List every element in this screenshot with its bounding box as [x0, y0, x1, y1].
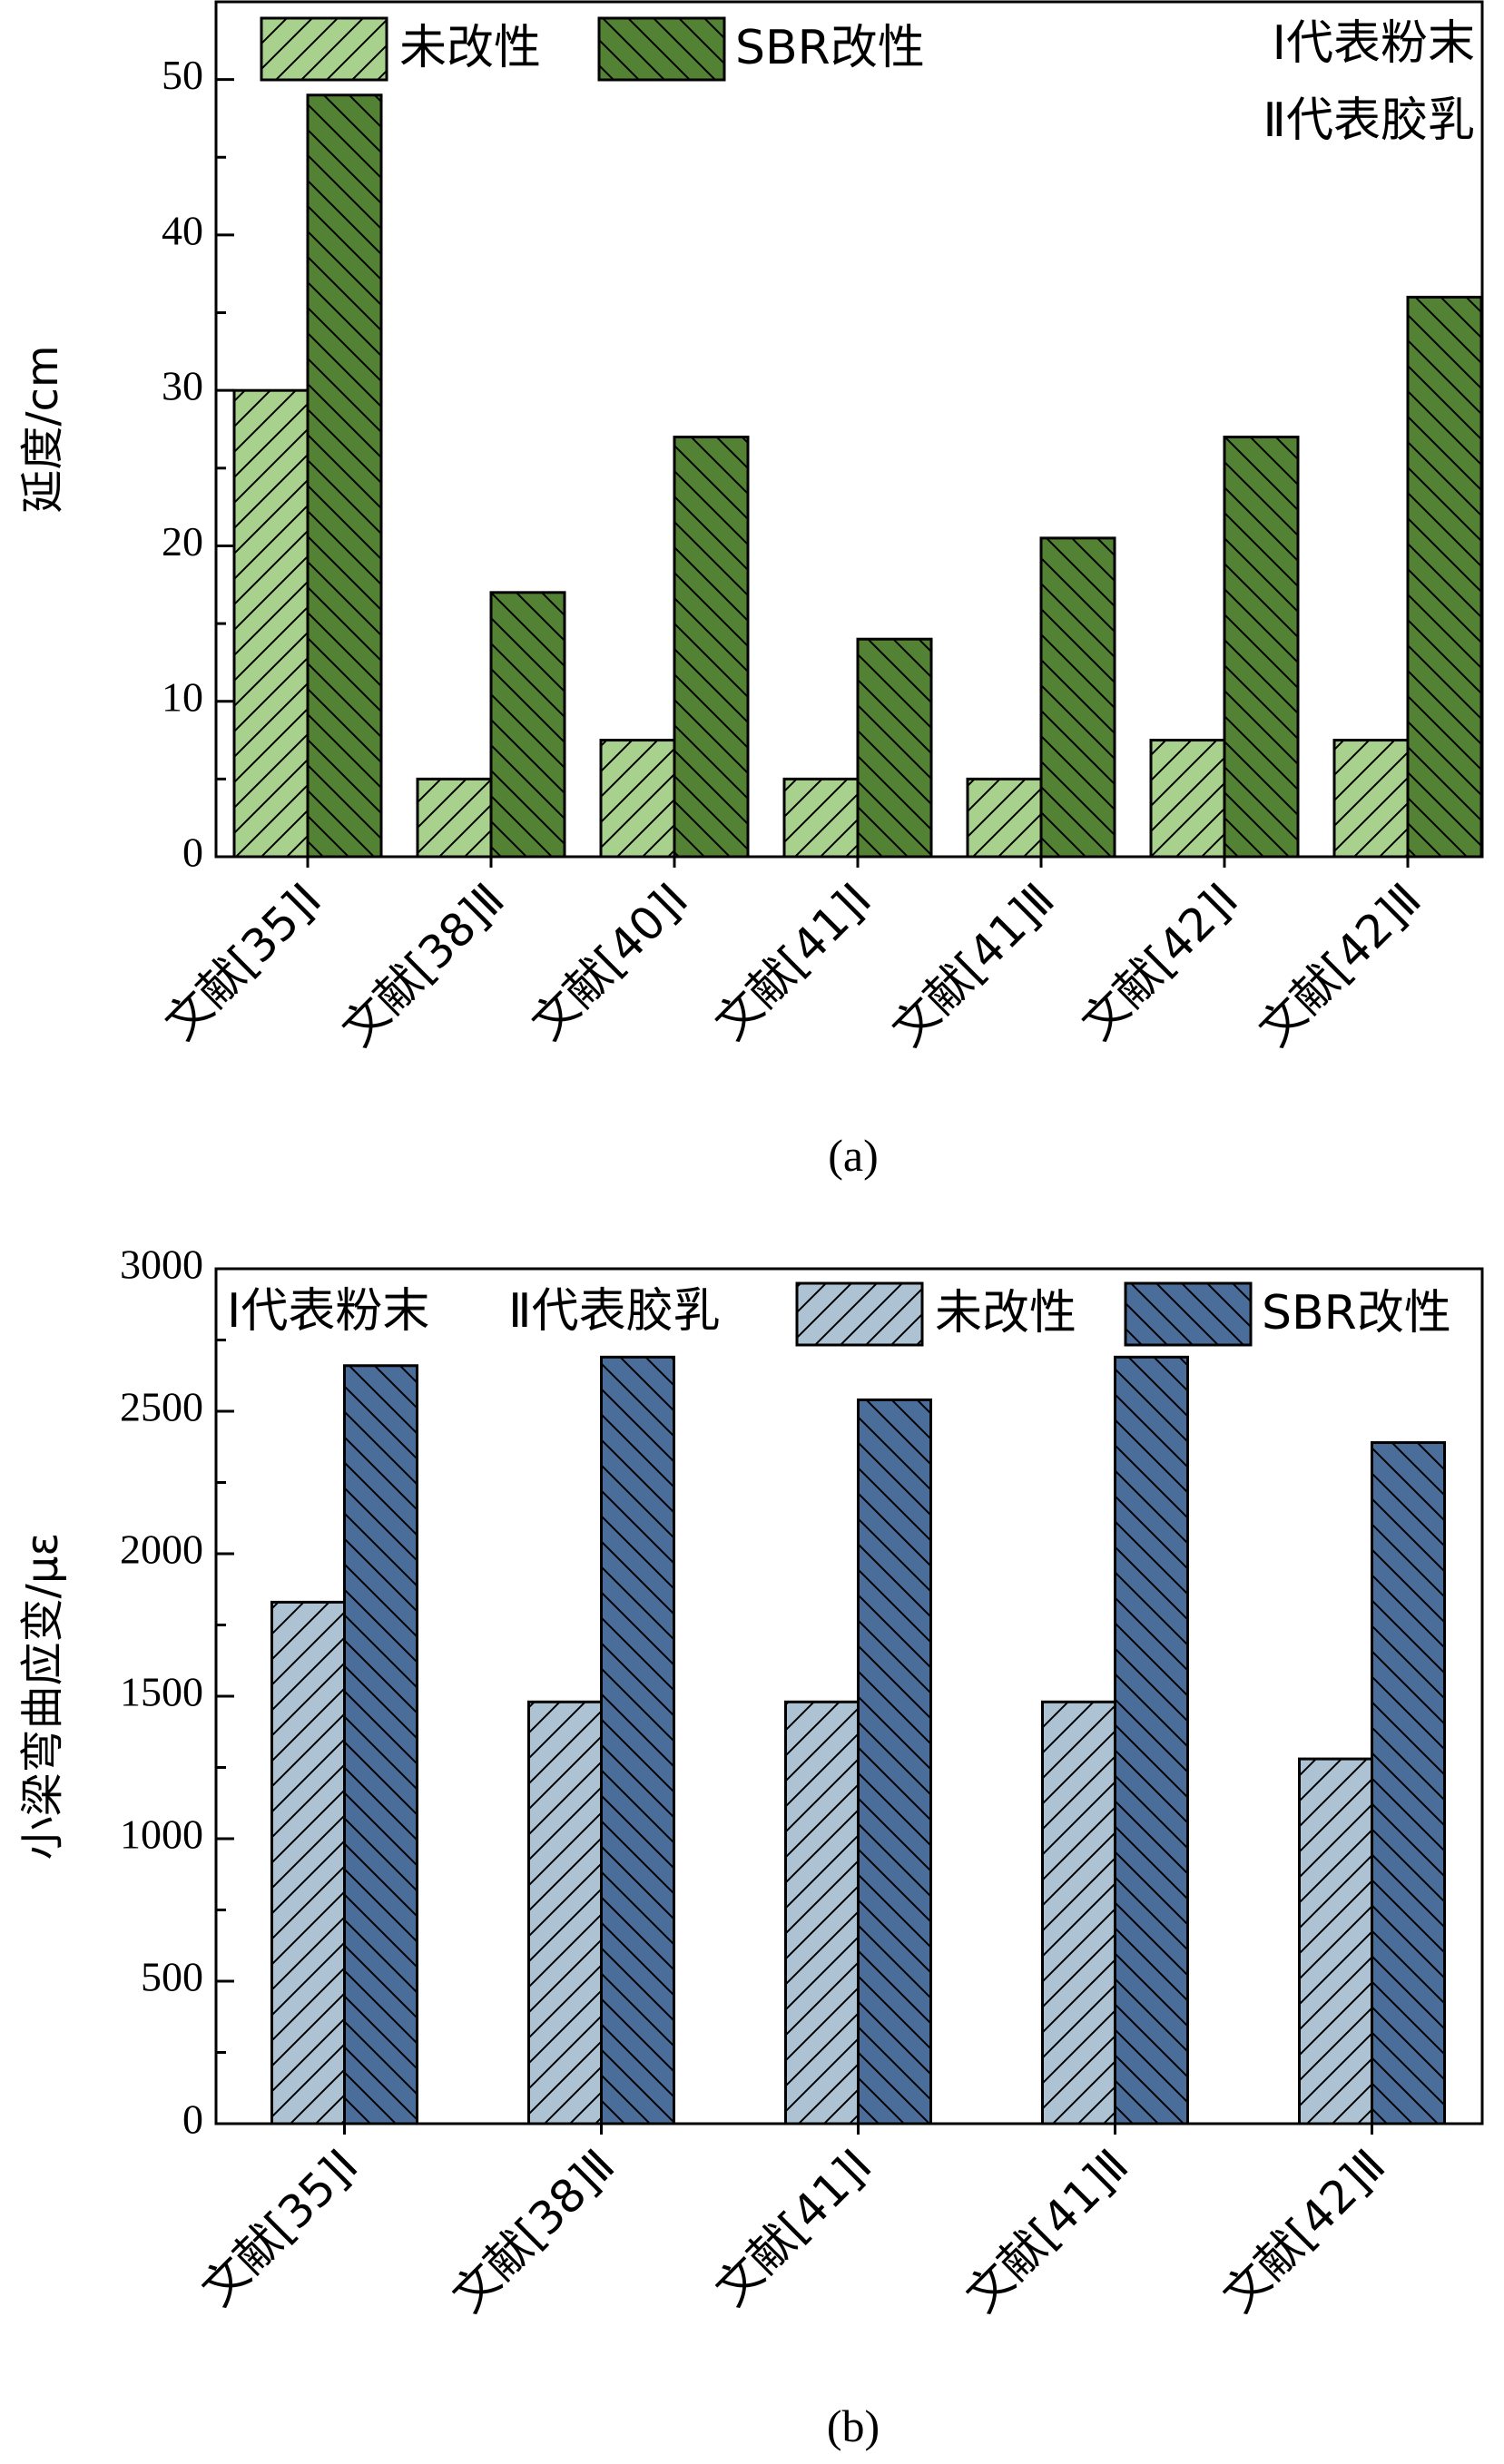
chart-a-x-categories: 文献[35]Ⅰ 文献[38]Ⅱ 文献[40]Ⅰ 文献[41]Ⅰ 文献[41]Ⅱ 文献[42… [154, 857, 1431, 1056]
bar-sbr-modified-4 [1371, 1441, 1446, 2125]
chart-a-caption: (a) [828, 1130, 879, 1181]
chart-b-caption: (b) [827, 2400, 880, 2451]
x-category-label: 文献[41]Ⅱ [956, 2139, 1139, 2322]
y-tick-label: 2000 [120, 1527, 203, 1573]
x-category-label: 文献[35]Ⅰ [192, 2139, 369, 2316]
y-tick-label: 0 [182, 2096, 203, 2143]
y-tick-label: 40 [162, 207, 203, 253]
y-tick-label: 30 [162, 363, 203, 409]
legend-swatch-sbr-modified [597, 16, 726, 82]
bar-sbr-modified-3 [856, 637, 933, 859]
chart-b-note-latex: Ⅱ代表胶乳 [508, 1284, 721, 1339]
y-tick-label: 1500 [120, 1669, 203, 1715]
x-category-label: 文献[35]Ⅰ [154, 873, 331, 1050]
bar-unmodified-0 [270, 1600, 346, 2125]
bar-unmodified-6 [1332, 739, 1410, 859]
chart-b-bars [270, 1355, 1446, 2125]
bar-sbr-modified-2 [673, 436, 750, 859]
chart-b-x-categories: 文献[35]Ⅰ 文献[38]Ⅱ 文献[41]Ⅰ 文献[41]Ⅱ 文献[42]Ⅱ [192, 2124, 1396, 2322]
x-category-label: 文献[38]Ⅱ [442, 2139, 625, 2322]
x-category-label: 文献[42]Ⅱ [1248, 873, 1431, 1056]
y-tick-label: 50 [162, 52, 203, 98]
x-category-label: 文献[41]Ⅰ [704, 873, 881, 1050]
bar-unmodified-4 [966, 777, 1043, 859]
chart-a-note-powder: Ⅰ代表粉末 [1273, 16, 1475, 71]
bar-unmodified-3 [1041, 1700, 1116, 2125]
x-category-label: 文献[42]Ⅰ [1071, 873, 1248, 1050]
chart-a: 0 10 20 30 40 50 文献[35]Ⅰ 文献[38]Ⅱ 文献[40]Ⅰ 文献[41]Ⅰ… [17, 0, 1484, 1181]
legend-swatch-unmodified [260, 16, 388, 82]
bar-sbr-modified-4 [1039, 536, 1116, 859]
y-tick-label: 20 [162, 518, 203, 564]
legend-swatch-sbr-modified [1124, 1281, 1253, 1347]
bar-sbr-modified-6 [1406, 295, 1483, 859]
bar-sbr-modified-3 [1114, 1355, 1189, 2125]
bar-sbr-modified-2 [857, 1398, 932, 2125]
bar-unmodified-2 [599, 739, 676, 859]
chart-a-bars [232, 93, 1483, 859]
chart-a-y-ticks: 0 10 20 30 40 50 [162, 52, 234, 876]
legend-label-unmodified: 未改性 [399, 21, 541, 75]
bar-sbr-modified-5 [1223, 436, 1300, 859]
y-tick-label: 2500 [120, 1384, 203, 1430]
x-category-label: 文献[40]Ⅰ [521, 873, 698, 1050]
bar-sbr-modified-0 [343, 1364, 418, 2125]
bar-unmodified-4 [1298, 1757, 1373, 2125]
chart-a-y-axis-label: 延度/cm [17, 345, 68, 513]
legend-label-unmodified: 未改性 [935, 1286, 1076, 1340]
chart-b-legend: 未改性 SBR改性 [795, 1281, 1451, 1347]
bar-unmodified-5 [1149, 739, 1226, 859]
legend-label-sbr-modified: SBR改性 [1262, 1286, 1451, 1340]
chart-a-legend: 未改性 SBR改性 [260, 16, 925, 82]
x-category-label: 文献[41]Ⅱ [881, 873, 1065, 1056]
y-tick-label: 500 [141, 1954, 203, 2000]
bar-unmodified-2 [784, 1700, 860, 2125]
legend-swatch-unmodified [795, 1281, 924, 1347]
y-tick-label: 1000 [120, 1811, 203, 1858]
y-tick-label: 10 [162, 673, 203, 720]
x-category-label: 文献[38]Ⅱ [331, 873, 515, 1056]
x-category-label: 文献[42]Ⅱ [1213, 2139, 1396, 2322]
bar-sbr-modified-1 [600, 1355, 675, 2125]
bar-unmodified-0 [232, 388, 310, 859]
bar-unmodified-1 [527, 1700, 603, 2125]
chart-b-y-axis-label: 小梁弯曲应变/με [17, 1533, 68, 1860]
x-category-label: 文献[41]Ⅰ [705, 2139, 882, 2316]
bar-unmodified-1 [416, 777, 493, 859]
chart-b-note-powder: Ⅰ代表粉末 [227, 1284, 429, 1339]
chart-a-frame [214, 0, 1484, 859]
chart-b-y-ticks: 0 500 1000 1500 2000 2500 3000 [120, 1242, 234, 2143]
y-tick-label: 3000 [120, 1242, 203, 1288]
bar-sbr-modified-1 [489, 591, 566, 859]
chart-a-note-latex: Ⅱ代表胶乳 [1263, 93, 1475, 148]
bar-sbr-modified-0 [306, 93, 383, 859]
legend-label-sbr-modified: SBR改性 [735, 21, 925, 75]
y-tick-label: 0 [182, 830, 203, 876]
bar-unmodified-3 [782, 777, 860, 859]
